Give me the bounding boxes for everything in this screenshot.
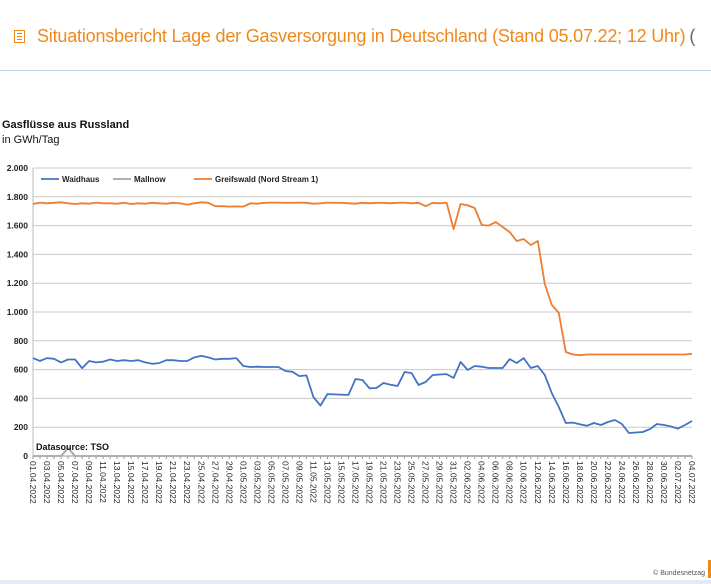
x-tick-label: 25.04.2022 bbox=[196, 461, 206, 504]
x-tick-label: 05.04.2022 bbox=[56, 461, 66, 504]
x-tick-label: 12.06.2022 bbox=[533, 461, 543, 504]
x-tick-label: 27.04.2022 bbox=[210, 461, 220, 504]
y-tick-label: 1.000 bbox=[7, 307, 29, 317]
x-tick-label: 11.04.2022 bbox=[98, 461, 108, 503]
x-tick-label: 23.05.2022 bbox=[393, 461, 403, 504]
x-tick-label: 20.06.2022 bbox=[589, 461, 599, 504]
x-tick-label: 13.04.2022 bbox=[112, 461, 122, 504]
x-tick-label: 04.06.2022 bbox=[477, 461, 487, 504]
x-tick-label: 14.06.2022 bbox=[547, 461, 557, 504]
gas-flow-chart: 0 200 400 600 800 1.000 1.200 1.400 1.600 1.800 2.… bbox=[7, 163, 697, 504]
x-tick-label: 09.05.2022 bbox=[294, 461, 304, 504]
x-tick-label: 22.06.2022 bbox=[603, 461, 613, 504]
y-tick-label: 0 bbox=[23, 451, 28, 461]
x-tick-label: 05.05.2022 bbox=[266, 461, 276, 504]
x-tick-label: 28.06.2022 bbox=[645, 461, 655, 504]
x-tick-label: 07.04.2022 bbox=[70, 461, 80, 504]
x-tick-label: 30.06.2022 bbox=[659, 461, 669, 504]
x-tick-label: 03.05.2022 bbox=[252, 461, 262, 504]
x-tick-label: 29.04.2022 bbox=[224, 461, 234, 504]
y-tick-label: 1.400 bbox=[7, 249, 29, 259]
page-header: Situationsbericht Lage der Gasversorgung… bbox=[14, 26, 695, 47]
x-tick-label: 26.06.2022 bbox=[631, 461, 641, 504]
x-tick-label: 19.05.2022 bbox=[365, 461, 375, 504]
x-tick-label: 23.04.2022 bbox=[182, 461, 192, 504]
y-tick-label: 1.600 bbox=[7, 221, 29, 231]
page-title[interactable]: Situationsbericht Lage der Gasversorgung… bbox=[37, 26, 686, 46]
x-tick-label: 19.04.2022 bbox=[154, 461, 164, 504]
x-tick-label: 10.06.2022 bbox=[519, 461, 529, 504]
x-tick-label: 17.05.2022 bbox=[350, 461, 360, 504]
x-tick-label: 01.04.2022 bbox=[28, 461, 38, 504]
x-tick-label: 04.07.2022 bbox=[687, 461, 697, 504]
x-tick-label: 15.05.2022 bbox=[336, 461, 346, 504]
x-tick-label: 18.06.2022 bbox=[575, 461, 585, 504]
x-tick-label: 08.06.2022 bbox=[505, 461, 515, 504]
x-tick-label: 02.07.2022 bbox=[673, 461, 683, 504]
x-tick-label: 13.05.2022 bbox=[322, 461, 332, 504]
x-tick-label: 27.05.2022 bbox=[421, 461, 431, 504]
x-tick-label: 01.05.2022 bbox=[238, 461, 248, 504]
title-trailing: ( bbox=[689, 26, 696, 46]
x-tick-label: 21.05.2022 bbox=[379, 461, 389, 504]
datasource-annotation: Datasource: TSO bbox=[36, 442, 109, 452]
x-tick-label: 02.06.2022 bbox=[463, 461, 473, 504]
x-tick-label: 16.06.2022 bbox=[561, 461, 571, 504]
x-tick-label: 07.05.2022 bbox=[280, 461, 290, 504]
bottom-strip bbox=[0, 580, 711, 584]
y-tick-label: 1.800 bbox=[7, 192, 29, 202]
x-tick-label: 25.05.2022 bbox=[407, 461, 417, 504]
x-tick-label: 03.04.2022 bbox=[42, 461, 52, 504]
legend-label: Waidhaus bbox=[62, 175, 100, 184]
y-tick-label: 400 bbox=[14, 393, 28, 403]
document-list-icon bbox=[14, 30, 25, 43]
x-tick-label: 17.04.2022 bbox=[140, 461, 150, 504]
chart-subtitle: in GWh/Tag bbox=[2, 134, 60, 146]
y-tick-label: 800 bbox=[14, 336, 28, 346]
copyright: © Bundesnetzag bbox=[653, 570, 705, 577]
y-tick-label: 1.200 bbox=[7, 278, 29, 288]
series-line-greifswald-nord-stream-1- bbox=[32, 201, 693, 357]
y-tick-label: 2.000 bbox=[7, 163, 29, 173]
header-divider bbox=[0, 70, 711, 71]
y-tick-label: 600 bbox=[14, 365, 28, 375]
chart-title: Gasflüsse aus Russland bbox=[2, 119, 130, 131]
orange-tab bbox=[708, 560, 711, 578]
x-tick-label: 31.05.2022 bbox=[449, 461, 459, 504]
x-tick-label: 21.04.2022 bbox=[168, 461, 178, 504]
x-tick-label: 09.04.2022 bbox=[84, 461, 94, 504]
legend-label: Greifswald (Nord Stream 1) bbox=[215, 175, 318, 184]
legend-label: Mallnow bbox=[134, 175, 166, 184]
x-tick-label: 11.05.2022 bbox=[308, 461, 318, 503]
series-line-waidhaus bbox=[32, 354, 693, 434]
x-tick-label: 06.06.2022 bbox=[491, 461, 501, 504]
x-tick-label: 24.06.2022 bbox=[617, 461, 627, 504]
y-tick-label: 200 bbox=[14, 422, 28, 432]
x-tick-label: 29.05.2022 bbox=[435, 461, 445, 504]
series-line-mallnow bbox=[33, 447, 692, 457]
x-tick-label: 15.04.2022 bbox=[126, 461, 136, 504]
